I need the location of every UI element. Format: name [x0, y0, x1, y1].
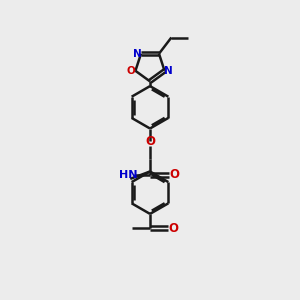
Text: O: O	[145, 135, 155, 148]
Text: O: O	[168, 221, 178, 235]
Text: HN: HN	[119, 170, 138, 180]
Text: O: O	[127, 66, 135, 76]
Text: O: O	[169, 168, 179, 181]
Text: N: N	[164, 66, 173, 76]
Text: N: N	[133, 49, 142, 59]
